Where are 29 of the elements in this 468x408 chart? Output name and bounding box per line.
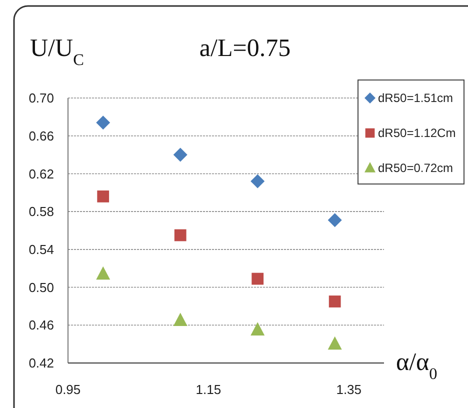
- y-tick-label: 0.70: [28, 90, 54, 106]
- point: [174, 229, 186, 242]
- point: [173, 312, 188, 326]
- point: [328, 296, 341, 308]
- y-tick-label: 0.46: [28, 318, 54, 333]
- x-tick-label: 1.35: [336, 382, 362, 397]
- y-tick-label: 0.50: [28, 280, 54, 295]
- point: [328, 213, 342, 228]
- point: [96, 116, 110, 130]
- point: [250, 322, 265, 336]
- y-tick-label: 0.62: [28, 166, 54, 182]
- point: [252, 272, 264, 285]
- point: [250, 174, 265, 188]
- y-tick-label: 0.66: [28, 128, 54, 144]
- x-tick-label: 0.95: [55, 382, 81, 397]
- y-tick-label: 0.42: [28, 356, 54, 371]
- point: [173, 148, 188, 162]
- legend-label: dR50=1.51cm: [378, 91, 454, 106]
- legend-label: dR50=0.72cm: [378, 161, 454, 176]
- x-tick-label: 1.15: [196, 382, 222, 397]
- y-axis-title: U/U$_{C}$: [30, 35, 84, 69]
- point: [97, 190, 110, 202]
- legend-label: dR50=1.12Cm: [378, 126, 456, 140]
- x-axis-title: α/α$_{0}$: [396, 349, 438, 383]
- y-tick-label: 0.54: [28, 242, 54, 257]
- y-tick-label: 0.58: [28, 204, 54, 220]
- point: [328, 336, 342, 350]
- chart-title: a/L=0.75: [199, 35, 291, 62]
- point: [96, 266, 110, 280]
